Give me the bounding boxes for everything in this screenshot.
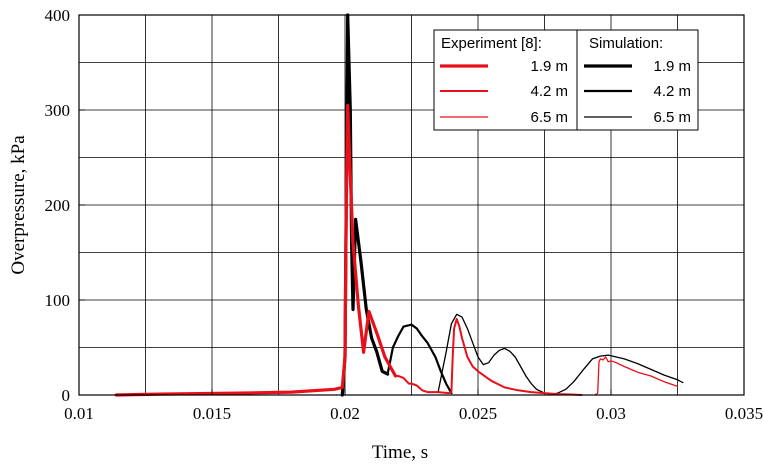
- y-tick-label: 200: [45, 196, 71, 215]
- legend-label-sim-1: 1.9 m: [653, 58, 691, 75]
- legend: Experiment [8]: Simulation: 1.9 m 4.2 m …: [434, 30, 698, 130]
- legend-simulation-header: Simulation:: [589, 35, 663, 52]
- y-tick-label: 300: [45, 101, 71, 120]
- legend-label-sim-3: 6.5 m: [653, 109, 691, 126]
- x-tick-label: 0.035: [725, 404, 763, 423]
- x-tick-label: 0.01: [64, 404, 94, 423]
- series-simulation-4-2-m: [388, 325, 452, 393]
- legend-label-exp-1: 1.9 m: [530, 58, 568, 75]
- series-simulation-6-5-m: [438, 314, 683, 394]
- legend-label-exp-2: 4.2 m: [530, 83, 568, 100]
- legend-label-sim-2: 4.2 m: [653, 83, 691, 100]
- series-experiment-1-9-m: [116, 105, 395, 395]
- y-tick-label: 100: [45, 291, 71, 310]
- x-axis-title: Time, s: [372, 442, 428, 463]
- series-experiment-4-2-m: [385, 319, 582, 395]
- x-tick-label: 0.03: [596, 404, 626, 423]
- legend-experiment-header: Experiment [8]:: [441, 35, 542, 52]
- y-axis-title: Overpressure, kPa: [8, 135, 29, 275]
- y-tick-label: 400: [45, 6, 71, 25]
- y-tick-label: 0: [62, 386, 71, 405]
- x-tick-label: 0.015: [193, 404, 231, 423]
- x-tick-label: 0.025: [459, 404, 497, 423]
- x-tick-label: 0.02: [330, 404, 360, 423]
- legend-label-exp-3: 6.5 m: [530, 109, 568, 126]
